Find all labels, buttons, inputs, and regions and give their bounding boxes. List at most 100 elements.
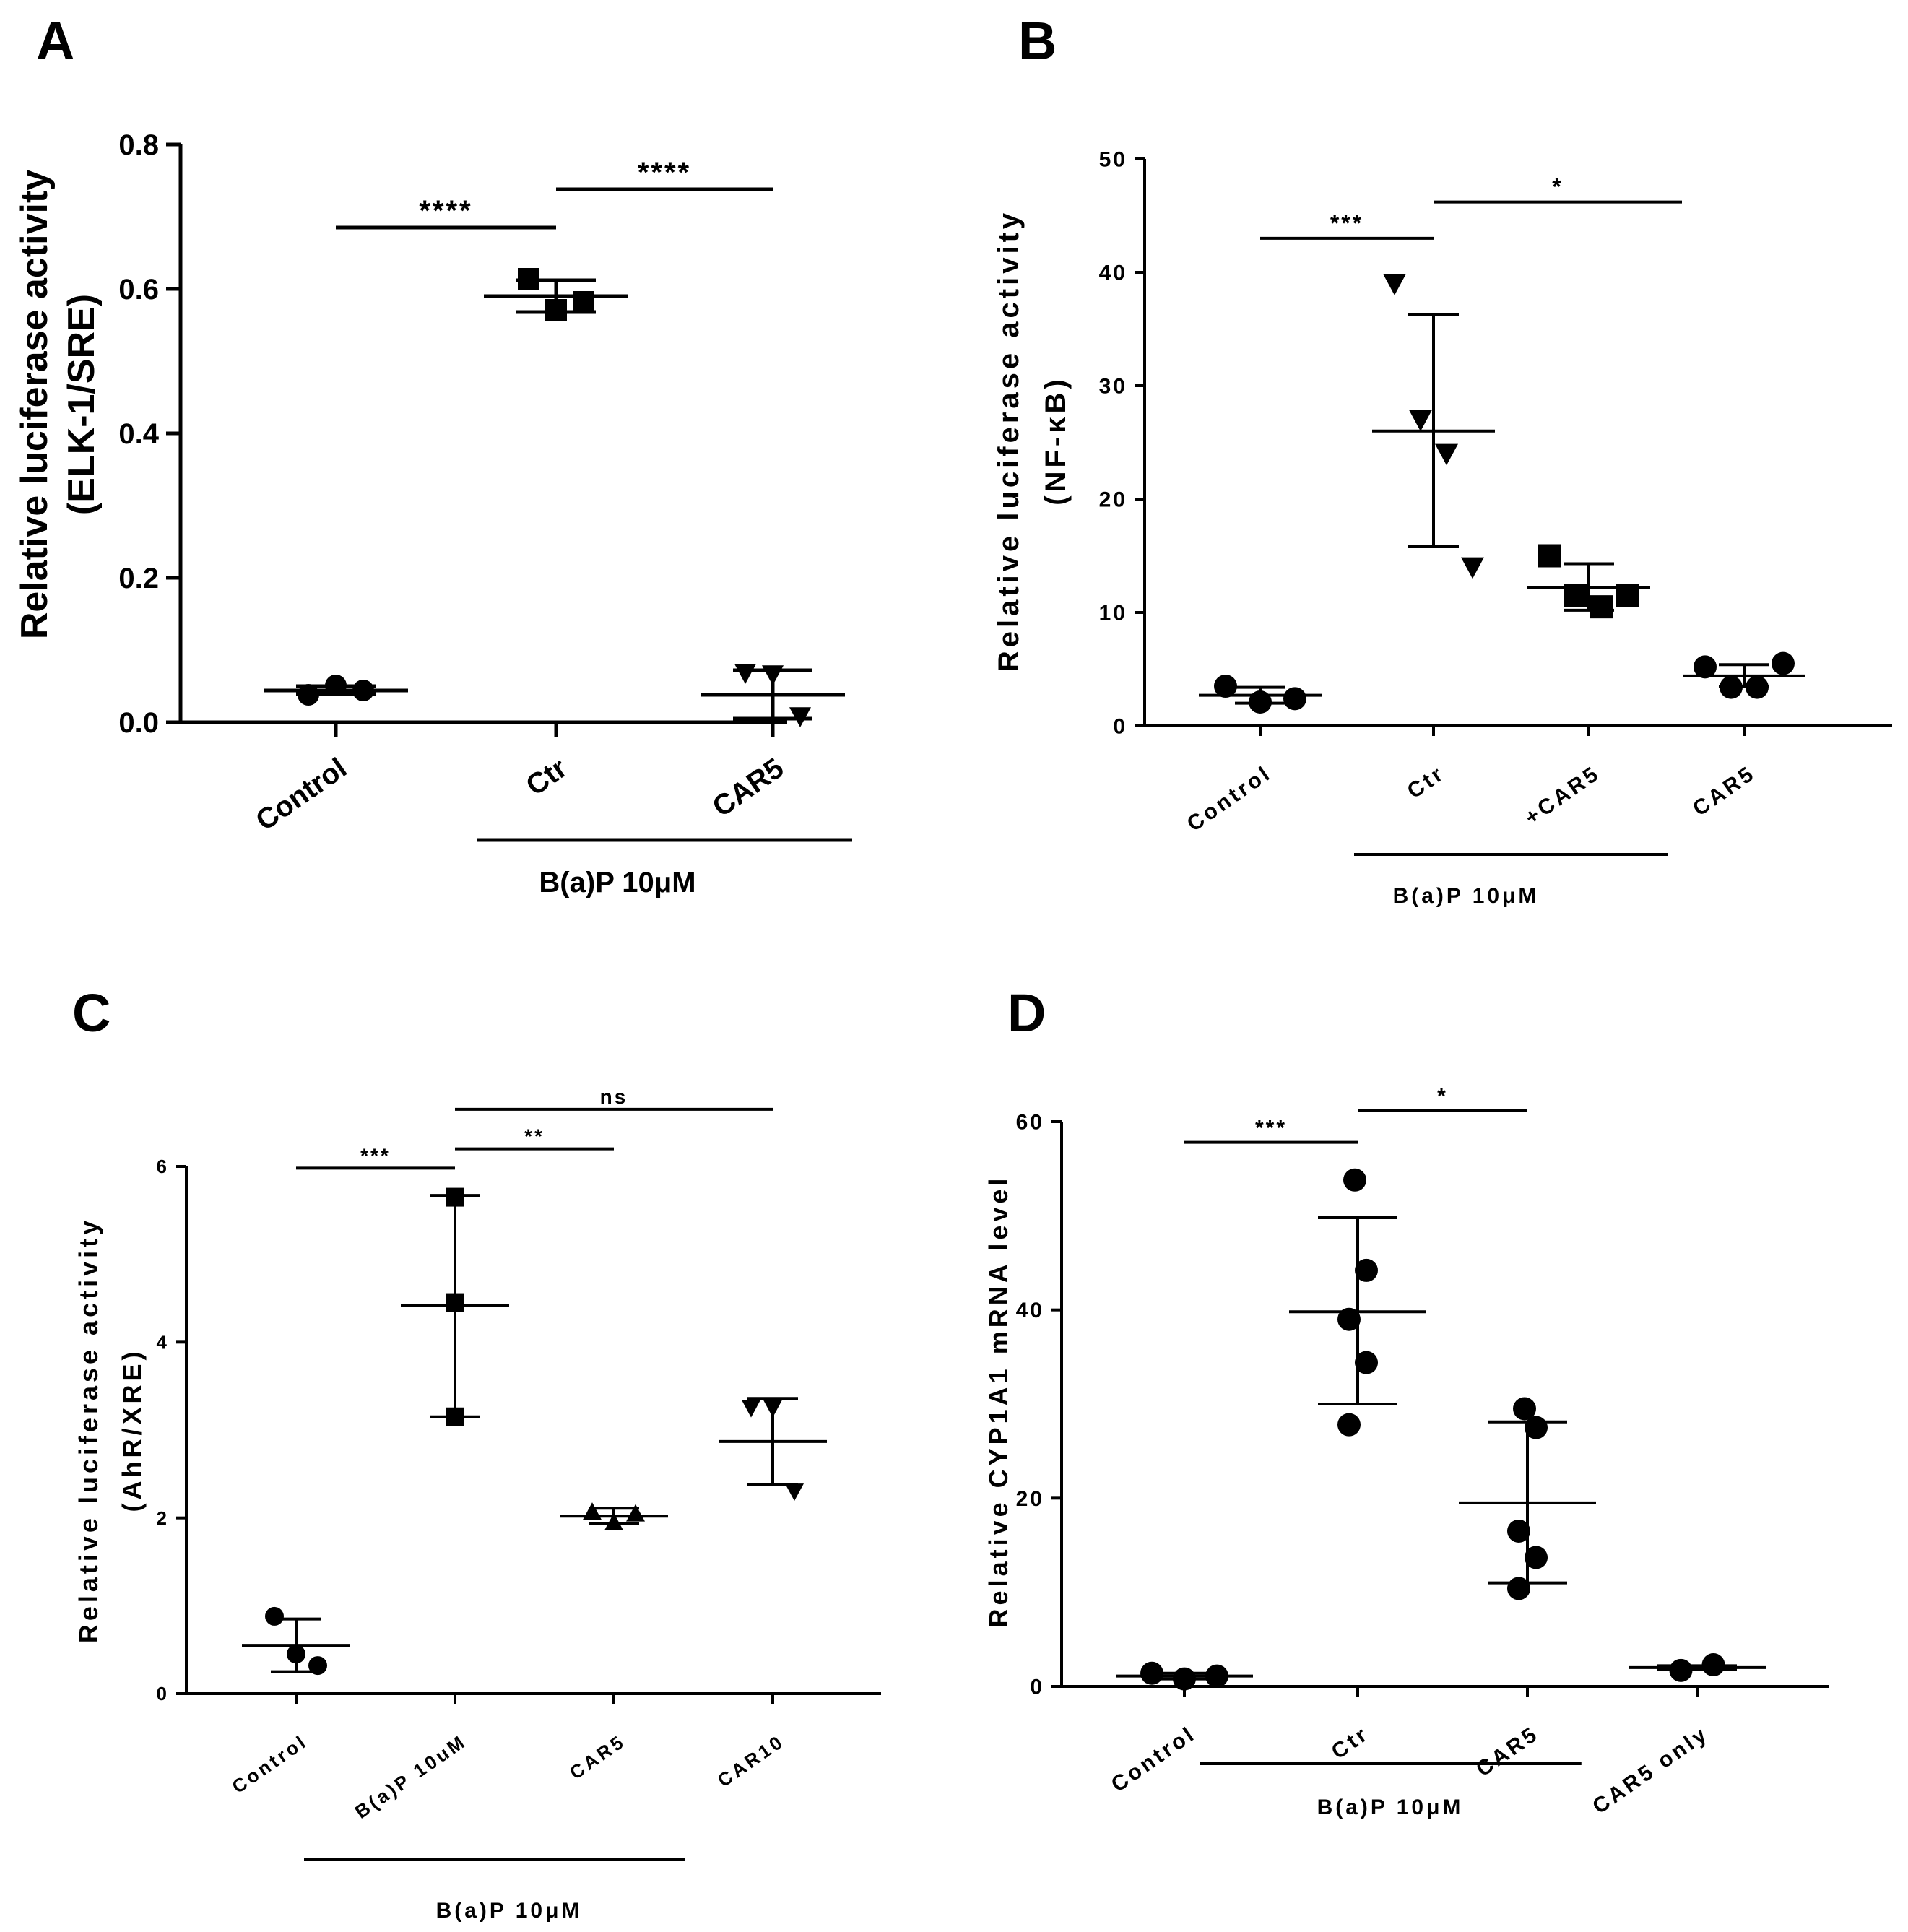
y-tick-label: 0.2 — [118, 563, 159, 594]
data-point — [785, 1483, 804, 1502]
category-label: CAR10 — [714, 1730, 788, 1791]
panel-letter: B — [1018, 11, 1057, 71]
significance-label: *** — [1330, 210, 1363, 236]
data-point — [1283, 687, 1306, 711]
y-tick-label: 0 — [157, 1683, 169, 1704]
series-ctr — [484, 268, 628, 321]
data-point — [298, 684, 319, 706]
y-axis-label: (NF-κB) — [1040, 376, 1072, 505]
series-control — [264, 675, 408, 706]
significance-label: * — [1552, 174, 1563, 200]
significance-label: ns — [600, 1086, 628, 1108]
data-point — [1507, 1519, 1530, 1543]
y-tick-label: 10 — [1099, 602, 1127, 625]
significance-label: *** — [1255, 1117, 1287, 1140]
data-point — [265, 1606, 284, 1626]
data-point — [308, 1656, 327, 1676]
significance-label: *** — [360, 1144, 391, 1166]
data-point — [1538, 544, 1561, 568]
panel-c: C 0 2 4 6 Control B(a)P 10uM CAR5 CAR10 Relative … — [72, 983, 881, 1923]
y-axis-label: Relative luciferase activity — [74, 1217, 103, 1643]
group-label: B(a)P 10μM — [539, 867, 695, 898]
series-ctr — [1372, 274, 1495, 579]
y-axis-label: Relative CYP1A1 mRNA level — [984, 1175, 1013, 1628]
series-car5 — [1459, 1397, 1596, 1600]
data-point — [1140, 1661, 1163, 1685]
category-label: Control — [1107, 1722, 1200, 1797]
category-label: CAR5 — [1688, 761, 1760, 821]
data-point — [1701, 1653, 1725, 1677]
series-b-a-p-10um — [401, 1187, 509, 1426]
data-point — [1355, 1258, 1378, 1282]
data-point — [1772, 651, 1795, 675]
category-label: CAR5 only — [1588, 1722, 1713, 1819]
data-point — [1507, 1577, 1530, 1600]
panel-letter: D — [1007, 983, 1046, 1043]
panel-letter: A — [36, 11, 74, 71]
data-point — [1435, 443, 1458, 466]
y-axis-label: Relative luciferase activity — [993, 209, 1025, 672]
y-tick-label: 4 — [157, 1331, 169, 1353]
data-point — [1409, 410, 1432, 432]
y-tick-label: 0.0 — [118, 707, 159, 739]
data-point — [446, 1293, 464, 1312]
data-point — [1214, 675, 1237, 698]
y-tick-label: 6 — [157, 1156, 169, 1177]
category-label: B(a)P 10uM — [351, 1730, 471, 1822]
panel-b: B 0 10 20 30 40 50 Control Ctr +CAR5 CAR5 Relative … — [993, 11, 1892, 908]
y-tick-label: 40 — [1099, 261, 1127, 285]
group-label: B(a)P 10μM — [436, 1899, 583, 1923]
category-label: Ctr — [1403, 761, 1449, 804]
data-point — [1337, 1307, 1361, 1331]
category-label: +CAR5 — [1520, 761, 1605, 830]
y-tick-label: 0 — [1030, 1676, 1044, 1699]
category-label: Control — [228, 1730, 312, 1798]
data-point — [1513, 1397, 1536, 1421]
data-point — [734, 664, 756, 684]
panel-a: A 0.0 0.2 0.4 0.6 0.8 Control Ctr CAR5 Relative l… — [14, 11, 852, 898]
significance-label: **** — [638, 157, 691, 189]
data-point — [1746, 675, 1769, 699]
data-point — [762, 665, 784, 685]
data-point — [325, 675, 347, 696]
data-point — [789, 707, 811, 727]
y-axis-label: Relative luciferase activity — [14, 170, 56, 639]
y-tick-label: 60 — [1016, 1111, 1044, 1135]
data-point — [1590, 595, 1613, 619]
data-point — [1461, 557, 1484, 579]
y-tick-label: 20 — [1016, 1487, 1044, 1511]
data-point — [1525, 1416, 1548, 1439]
data-point — [1337, 1413, 1361, 1437]
data-point — [1249, 690, 1272, 714]
y-tick-label: 0.4 — [118, 418, 159, 450]
category-label: CAR5 — [565, 1730, 629, 1783]
data-point — [573, 291, 594, 313]
significance-label: * — [1437, 1084, 1448, 1108]
data-point — [1564, 584, 1587, 607]
category-label: CAR5 — [707, 752, 789, 823]
y-axis-label: (ELK-1/SRE) — [61, 294, 103, 515]
data-point — [446, 1187, 464, 1207]
data-point — [545, 299, 567, 321]
y-tick-label: 50 — [1099, 148, 1127, 172]
series-car10 — [719, 1397, 827, 1502]
data-point — [1205, 1664, 1228, 1688]
category-label: Control — [1183, 761, 1276, 836]
data-point — [626, 1504, 645, 1522]
data-point — [604, 1512, 623, 1530]
y-tick-label: 40 — [1016, 1299, 1044, 1322]
y-tick-label: 20 — [1099, 488, 1127, 512]
series-control — [1199, 675, 1322, 714]
category-label: CAR5 — [1472, 1722, 1543, 1782]
data-point — [1355, 1351, 1378, 1374]
series-ctr — [1289, 1168, 1426, 1437]
data-point — [1383, 274, 1406, 295]
group-label: B(a)P 10μM — [1393, 884, 1540, 908]
group-label: B(a)P 10μM — [1317, 1795, 1464, 1819]
data-point — [1694, 655, 1717, 679]
data-point — [518, 268, 539, 290]
data-point — [1669, 1658, 1693, 1682]
series-car5 — [560, 1502, 668, 1530]
panel-letter: C — [72, 983, 110, 1043]
